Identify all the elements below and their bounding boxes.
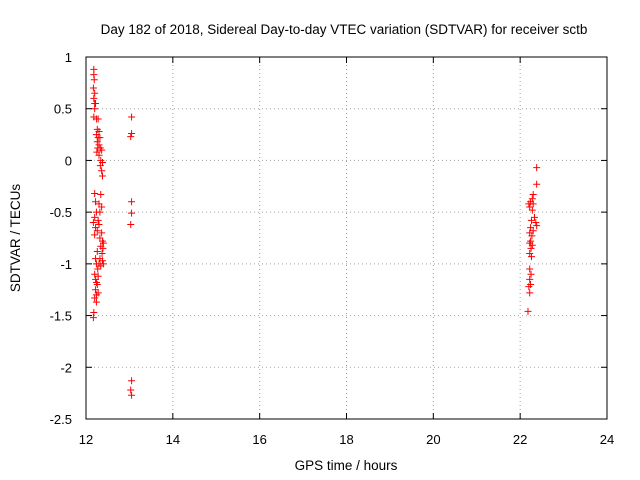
x-tick-label: 12 [79,432,93,447]
chart-title: Day 182 of 2018, Sidereal Day-to-day VTE… [101,22,588,37]
data-point-marker [128,113,136,121]
data-point-marker [94,265,102,273]
data-point-marker [527,253,535,261]
data-point-marker [98,257,106,265]
data-point-marker [93,281,101,289]
data-point-marker [95,221,103,229]
data-point-marker [533,180,541,188]
data-point-marker [533,164,541,172]
data-point-marker [128,391,136,399]
data-point-marker [526,265,534,273]
x-tick-label: 24 [600,432,614,447]
data-point-marker [526,250,534,258]
data-point-marker [93,138,101,146]
x-tick-label: 20 [426,432,440,447]
data-point-marker [98,203,106,211]
data-point-marker [91,190,99,198]
y-tick-label: 0.5 [54,102,72,117]
data-point-marker [128,209,136,217]
data-point-marker [89,218,97,226]
data-point-marker [93,247,101,255]
data-point-marker [528,232,536,240]
data-point-marker [96,208,104,216]
data-point-marker [527,270,535,278]
data-point-marker [95,141,103,149]
data-point-marker [128,130,136,138]
data-point-marker [127,133,135,141]
data-point-marker [94,115,102,123]
data-point-marker [98,146,106,154]
x-tick-label: 14 [166,432,180,447]
data-point-marker [96,134,104,142]
data-point-marker [92,224,100,232]
x-tick-label: 18 [339,432,353,447]
grid-lines [86,57,607,419]
data-point-marker [98,250,106,258]
data-point-marker [528,206,536,214]
data-point-marker [90,76,98,84]
data-point-marker [524,307,532,315]
data-point-marker [528,195,536,203]
data-point-marker [91,294,99,302]
y-tick-label: -2 [60,360,72,375]
data-point-marker [89,84,97,92]
data-point-marker [92,291,100,299]
data-point-marker [128,198,136,206]
data-point-marker [91,213,99,221]
y-tick-label: -1.5 [50,309,72,324]
data-point-marker [527,216,535,224]
x-tick-label: 22 [513,432,527,447]
data-point-marker [529,191,537,199]
axis-ticks: 12 14 16 18 20 22 24 1 0.5 0 -0.5 -1 -1.5 -2 -2.5 [50,50,615,447]
data-point-marker [91,231,99,239]
y-tick-label: -0.5 [50,205,72,220]
data-point-marker [90,94,98,102]
data-point-marker [529,200,537,208]
data-point-marker [532,218,540,226]
data-point-marker [526,275,534,283]
data-point-marker [92,131,100,139]
data-point-marker [530,213,538,221]
data-point-marker [92,275,100,283]
data-point-marker [99,244,107,252]
data-point-marker [98,229,106,237]
data-point-marker [98,167,106,175]
data-point-marker [128,377,136,385]
data-point-marker [127,221,135,229]
data-point-marker [91,105,99,113]
y-tick-label: 1 [65,50,72,65]
data-point-marker [92,298,100,306]
data-point-marker [528,241,536,249]
x-tick-label: 16 [252,432,266,447]
data-point-marker [525,283,533,291]
data-point-marker [98,172,106,180]
y-tick-label: -1 [60,257,72,272]
x-axis-title: GPS time / hours [295,458,398,473]
data-point-marker [97,191,105,199]
y-axis-title: SDTVAR / TECUs [8,184,23,293]
data-point-marker [96,162,104,170]
data-point-marker [527,244,535,252]
data-point-marker [526,289,534,297]
data-point-marker [95,151,103,159]
data-point-marker [89,314,97,322]
data-point-marker [99,260,107,268]
data-point-marker [93,227,101,235]
y-tick-label: 0 [65,153,72,168]
data-point-marker [533,222,541,230]
data-point-marker [92,100,100,108]
data-point-marker [127,386,135,394]
y-tick-label: -2.5 [50,412,72,427]
data-point-marker [91,89,99,97]
data-point-marker [94,216,102,224]
data-points [89,65,541,399]
